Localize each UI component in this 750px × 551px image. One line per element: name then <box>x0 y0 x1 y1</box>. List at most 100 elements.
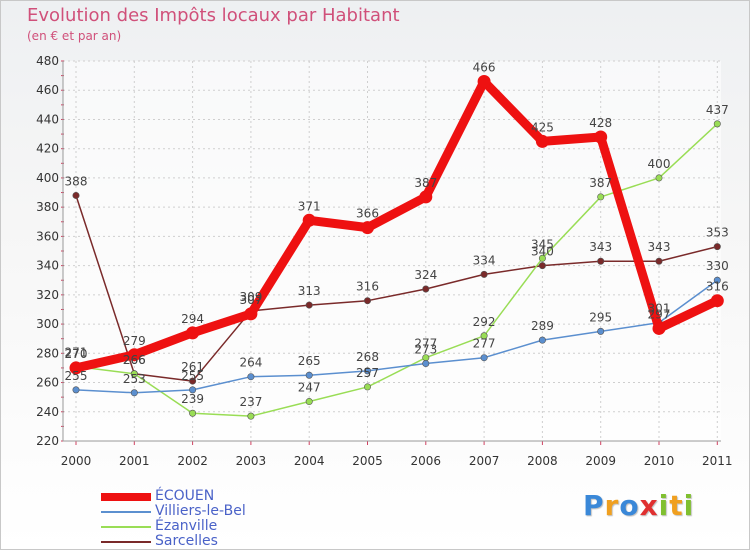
x-tick-label-2003: 2003 <box>236 454 267 468</box>
legend-swatch-ezanville <box>101 526 151 528</box>
point-villiers-le-bel-2002 <box>189 386 197 394</box>
data-label-ecouen-2007: 466 <box>473 60 496 74</box>
point-ecouen-2009 <box>594 130 608 144</box>
logo-letter: i <box>683 489 695 522</box>
point-sarcelles-2010 <box>655 257 663 265</box>
axes: 220 240 260 280 300 320 340 360 380 400 420 440 460 4… <box>36 54 732 468</box>
point-villiers-le-bel-2006 <box>422 360 430 368</box>
data-label-sarcelles-2002: 261 <box>181 360 204 374</box>
legend-item-ecouen[interactable]: ÉCOUEN <box>101 488 361 504</box>
point-sarcelles-2000 <box>72 191 80 199</box>
point-ecouen-2004 <box>302 213 316 227</box>
chart-subtitle: (en € et par an) <box>27 29 122 43</box>
point-ezanville-2011 <box>713 120 721 128</box>
point-ezanville-2003 <box>247 412 255 420</box>
series-line-ezanville <box>75 123 719 417</box>
data-label-sarcelles-2003: 309 <box>239 290 262 304</box>
chart-title: Evolution des Impôts locaux par Habitant <box>27 5 400 26</box>
logo-letter: x <box>639 489 659 522</box>
data-label-ezanville-2002: 239 <box>181 392 204 406</box>
point-ezanville-2009 <box>597 193 605 201</box>
x-tick-label-2008: 2008 <box>527 454 558 468</box>
data-label-ecouen-2011: 316 <box>706 280 729 294</box>
data-label-ezanville-2005: 257 <box>356 366 379 380</box>
data-label-sarcelles-2011: 353 <box>706 226 729 240</box>
data-label-ecouen-2009: 428 <box>589 116 612 130</box>
y-tick-label-440: 440 <box>36 112 59 126</box>
data-label-villiers-le-bel-2002: 255 <box>181 369 204 383</box>
legend-item-sarcelles[interactable]: Sarcelles <box>101 533 361 549</box>
series-line-ecouen <box>71 76 722 373</box>
point-ezanville-2002 <box>189 409 197 417</box>
x-tick-label-2000: 2000 <box>61 454 92 468</box>
point-sarcelles-2004 <box>305 301 313 309</box>
data-label-villiers-le-bel-2004: 265 <box>298 354 321 368</box>
point-ecouen-2011 <box>710 294 724 308</box>
point-villiers-le-bel-2004 <box>305 371 313 379</box>
point-ezanville-2005 <box>363 383 371 391</box>
data-label-ezanville-2006: 277 <box>414 337 437 351</box>
data-label-sarcelles-2008: 340 <box>531 245 554 259</box>
point-ecouen-2000 <box>69 361 83 375</box>
data-label-ecouen-2010: 297 <box>648 307 671 321</box>
legend-swatch-villiers-le-bel <box>101 511 151 513</box>
point-sarcelles-2009 <box>597 257 605 265</box>
point-ezanville-2008 <box>538 254 546 262</box>
data-label-sarcelles-2009: 343 <box>589 240 612 254</box>
data-label-sarcelles-2005: 316 <box>356 280 379 294</box>
point-ecouen-2003 <box>244 307 258 321</box>
point-villiers-le-bel-2008 <box>538 336 546 344</box>
logo-letter: t <box>669 489 684 522</box>
x-tick-label-2006: 2006 <box>411 454 442 468</box>
data-label-ezanville-2008: 345 <box>531 237 554 251</box>
data-label-villiers-le-bel-2001: 253 <box>123 372 146 386</box>
data-label-villiers-le-bel-2008: 289 <box>531 319 554 333</box>
point-sarcelles-2005 <box>363 297 371 305</box>
data-label-ezanville-2009: 387 <box>589 176 612 190</box>
point-ecouen-2002 <box>186 326 200 340</box>
point-ecouen-2007 <box>477 74 491 88</box>
legend-item-ezanville[interactable]: Ézanville <box>101 518 361 534</box>
data-label-ecouen-2008: 425 <box>531 120 554 134</box>
point-sarcelles-2008 <box>538 262 546 270</box>
data-label-ecouen-2001: 279 <box>123 334 146 348</box>
y-tick-label-380: 380 <box>36 200 59 214</box>
y-tick-label-320: 320 <box>36 288 59 302</box>
data-label-sarcelles-2000: 388 <box>65 174 88 188</box>
data-label-ecouen-2003: 307 <box>239 293 262 307</box>
legend-label-sarcelles: Sarcelles <box>155 533 218 549</box>
point-ezanville-2001 <box>130 370 138 378</box>
data-label-ezanville-2011: 437 <box>706 103 729 117</box>
point-ecouen-2001 <box>127 348 141 362</box>
x-tick-label-2002: 2002 <box>177 454 208 468</box>
legend-label-ezanville: Ézanville <box>155 518 218 534</box>
point-villiers-le-bel-2009 <box>597 327 605 335</box>
data-label-villiers-le-bel-2003: 264 <box>239 356 262 370</box>
data-label-villiers-le-bel-2006: 273 <box>414 343 437 357</box>
data-label-ezanville-2000: 271 <box>65 345 88 359</box>
legend-item-villiers-le-bel[interactable]: Villiers-le-Bel <box>101 503 361 519</box>
legend-swatch-sarcelles <box>101 541 151 543</box>
x-tick-label-2001: 2001 <box>119 454 150 468</box>
x-tick-label-2009: 2009 <box>585 454 616 468</box>
point-ecouen-2010 <box>652 321 666 335</box>
x-tick-label-2005: 2005 <box>352 454 383 468</box>
point-villiers-le-bel-2003 <box>247 373 255 381</box>
x-tick-label-2004: 2004 <box>294 454 325 468</box>
data-label-villiers-le-bel-2011: 330 <box>706 259 729 273</box>
point-ecouen-2005 <box>361 221 374 235</box>
series-lines <box>72 120 721 420</box>
data-label-ezanville-2010: 400 <box>648 157 671 171</box>
logo-letter: r <box>604 489 620 522</box>
x-tick-label-2010: 2010 <box>644 454 675 468</box>
point-sarcelles-2006 <box>422 285 430 293</box>
data-label-ezanville-2004: 247 <box>298 381 321 395</box>
point-villiers-le-bel-2005 <box>363 367 371 375</box>
data-label-villiers-le-bel-2009: 295 <box>589 310 612 324</box>
y-tick-label-400: 400 <box>36 171 59 185</box>
point-villiers-le-bel-2011 <box>713 276 721 284</box>
data-label-sarcelles-2004: 313 <box>298 284 321 298</box>
data-label-sarcelles-2001: 266 <box>123 353 146 367</box>
